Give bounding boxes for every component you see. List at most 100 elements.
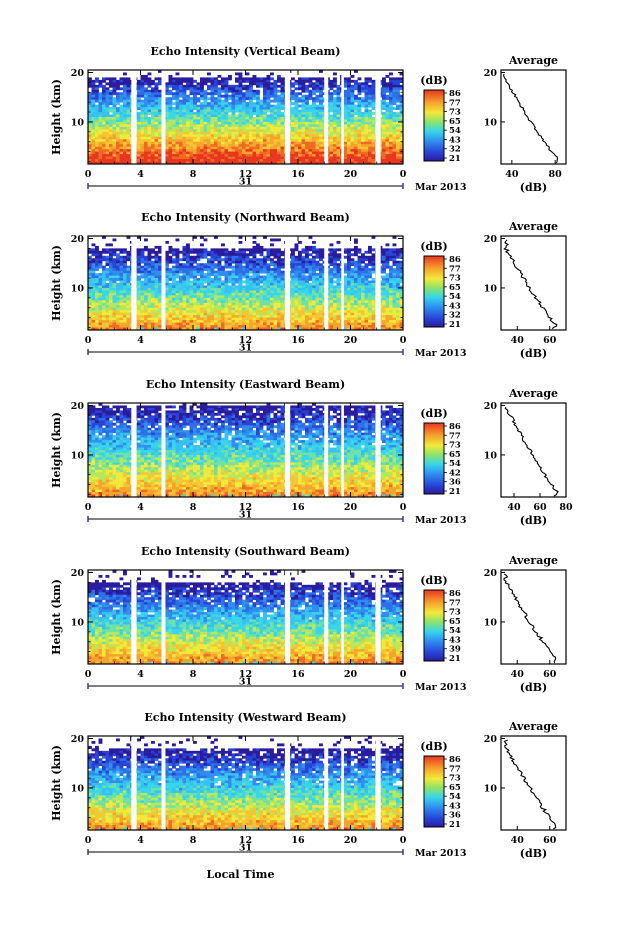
heatmap-cell — [242, 77, 246, 81]
heatmap-cell — [385, 131, 390, 135]
heatmap-cell — [249, 94, 253, 98]
heatmap-cell — [182, 141, 187, 145]
heatmap-cell — [364, 250, 369, 254]
heatmap-cell — [109, 139, 113, 143]
heatmap-cell — [392, 250, 397, 254]
heatmap-cell — [277, 119, 281, 123]
heatmap-cell — [158, 290, 162, 294]
heatmap-cell — [137, 131, 141, 135]
heatmap-cell — [189, 161, 194, 165]
heatmap-cell — [221, 295, 225, 299]
heatmap-cell — [221, 144, 225, 148]
heatmap-cell — [329, 151, 334, 155]
heatmap-cell — [112, 112, 117, 115]
heatmap-cell — [154, 273, 159, 276]
heatmap-cell — [119, 124, 124, 128]
heatmap-cell — [172, 268, 176, 272]
heatmap-cell — [214, 107, 218, 110]
heatmap-cell — [256, 159, 260, 162]
heatmap-cell — [116, 248, 120, 252]
heatmap-cell — [249, 146, 253, 150]
heatmap-cell — [357, 77, 362, 81]
heatmap-cell — [95, 114, 99, 118]
heatmap-cell — [277, 94, 281, 98]
heatmap-cell — [291, 124, 295, 128]
heatmap-cell — [105, 134, 110, 138]
heatmap-cell — [168, 273, 173, 276]
heatmap-cell — [333, 119, 337, 123]
heatmap-cell — [238, 285, 243, 289]
heatmap-cell — [354, 141, 358, 145]
heatmap-cell — [266, 161, 271, 165]
heatmap-cell — [270, 141, 274, 145]
heatmap-cell — [389, 119, 393, 123]
heatmap-cell — [116, 287, 120, 291]
heatmap-cell — [228, 156, 232, 160]
heatmap-cell — [389, 278, 393, 281]
heatmap-cell — [329, 154, 334, 157]
heatmap-cell — [200, 97, 204, 101]
heatmap-cell — [119, 114, 124, 118]
heatmap-cell — [245, 161, 250, 165]
heatmap-cell — [280, 77, 285, 81]
heatmap-cell — [210, 292, 215, 296]
heatmap-cell — [95, 139, 99, 143]
heatmap-cell — [140, 146, 145, 150]
heatmap-cell — [368, 92, 372, 96]
heatmap-cell — [389, 99, 393, 103]
heatmap-cell — [210, 117, 215, 120]
heatmap-cell — [280, 139, 285, 143]
heatmap-cell — [144, 104, 148, 108]
heatmap-cell — [231, 154, 236, 157]
heatmap-cell — [249, 154, 253, 157]
heatmap-cell — [315, 151, 320, 155]
heatmap-cell — [189, 89, 194, 93]
heatmap-cell — [98, 283, 103, 286]
heatmap-cell — [88, 154, 92, 157]
heatmap-cell — [147, 280, 152, 284]
heatmap-cell — [119, 248, 124, 252]
heatmap-cell — [231, 275, 236, 279]
heatmap-cell — [294, 119, 299, 123]
heatmap-cell — [175, 238, 180, 242]
heatmap-cell — [347, 89, 351, 93]
heatmap-cell — [266, 149, 271, 153]
heatmap-cell — [168, 290, 173, 294]
heatmap-cell — [203, 265, 208, 269]
heatmap-cell — [109, 275, 113, 279]
heatmap-cell — [217, 278, 222, 281]
heatmap-cell — [158, 97, 162, 101]
heatmap-cell — [186, 112, 190, 115]
heatmap-cell — [147, 79, 152, 83]
heatmap-cell — [102, 126, 106, 130]
heatmap-cell — [333, 273, 337, 276]
heatmap-cell — [214, 84, 218, 88]
heatmap-cell — [305, 141, 309, 145]
heatmap-cell — [147, 107, 152, 110]
heatmap-cell — [329, 107, 334, 110]
heatmap-cell — [301, 290, 306, 294]
heatmap-cell — [112, 104, 117, 108]
heatmap-cell — [119, 300, 124, 304]
heatmap-cell — [245, 144, 250, 148]
heatmap-cell — [259, 124, 264, 128]
heatmap-cell — [270, 146, 274, 150]
heatmap-cell — [301, 112, 306, 115]
heatmap-cell — [238, 124, 243, 128]
heatmap-cell — [189, 156, 194, 160]
heatmap-cell — [336, 273, 341, 276]
heatmap-cell — [294, 139, 299, 143]
heatmap-cell — [259, 126, 264, 130]
heatmap-cell — [151, 159, 155, 162]
heatmap-cell — [203, 112, 208, 115]
heatmap-cell — [294, 97, 299, 101]
heatmap-cell — [357, 92, 362, 96]
heatmap-cell — [350, 99, 355, 103]
day-label: 31 — [239, 177, 252, 188]
heatmap-cell — [238, 248, 243, 252]
heatmap-cell — [308, 79, 313, 83]
heatmap-cell — [189, 129, 194, 133]
heatmap-cell — [207, 250, 211, 254]
heatmap-cell — [350, 92, 355, 96]
heatmap-cell — [168, 112, 173, 115]
